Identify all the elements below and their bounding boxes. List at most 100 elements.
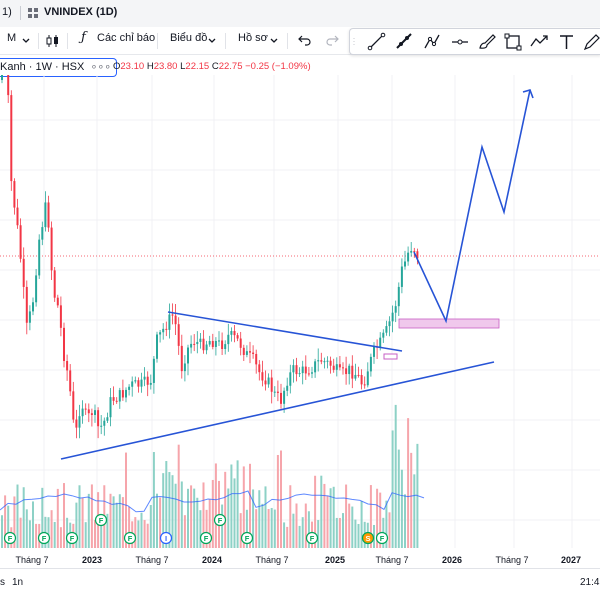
candle-body xyxy=(190,343,193,348)
symbol-title[interactable]: Kanh · 1W · HSX ∘∘∘ xyxy=(0,58,118,77)
candle-body xyxy=(50,227,53,271)
volume-bar xyxy=(410,452,413,548)
bottom-bar: s 1n 21:4 xyxy=(0,568,600,601)
volume-bar xyxy=(59,527,62,548)
volume-bar xyxy=(140,512,143,548)
volume-bar xyxy=(283,522,286,548)
candle-body xyxy=(149,382,152,385)
candle-body xyxy=(338,364,341,368)
candle-body xyxy=(311,372,313,374)
brush-icon xyxy=(479,34,496,49)
candle-body xyxy=(19,225,22,259)
candle-body xyxy=(112,397,115,401)
candle-body xyxy=(208,341,211,345)
event-badge-circle xyxy=(65,531,79,545)
candle-body xyxy=(329,360,332,366)
toolbar-divider xyxy=(225,33,226,49)
x-axis-tick-label: 2025 xyxy=(325,555,345,565)
drawing-toolbar xyxy=(349,28,600,55)
candle-body xyxy=(56,297,59,306)
event-badge: F xyxy=(213,513,227,527)
low-label: L xyxy=(180,61,186,72)
range-button-1n[interactable]: 1n xyxy=(12,577,24,588)
candle-body xyxy=(289,372,292,386)
candle-body xyxy=(100,425,103,427)
candle-body xyxy=(379,337,382,348)
volume-bar xyxy=(314,475,317,548)
event-badge: F xyxy=(375,531,389,545)
volume-bar xyxy=(90,484,93,548)
volume-bar xyxy=(273,509,276,548)
chevron-down-icon[interactable] xyxy=(208,38,216,44)
event-badge: F xyxy=(305,531,319,545)
volume-bar xyxy=(295,503,298,548)
event-badge: I xyxy=(159,531,173,545)
candle-body xyxy=(63,327,65,362)
candle-body xyxy=(394,306,397,313)
candle-body xyxy=(109,397,112,418)
chevron-down-icon[interactable] xyxy=(270,38,278,44)
event-badge-label: F xyxy=(42,534,47,543)
volume-bar xyxy=(146,523,149,548)
event-badge-label: F xyxy=(8,534,13,543)
interval-button[interactable]: M xyxy=(7,32,17,44)
event-badge-label: S xyxy=(365,534,370,543)
candle-body xyxy=(174,315,177,325)
candle-body xyxy=(252,352,255,354)
x-axis-tick-label: Tháng 7 xyxy=(15,555,48,565)
volume-bar xyxy=(121,497,124,548)
candle-body xyxy=(270,377,273,392)
volume-bar xyxy=(190,485,193,548)
event-badge: F xyxy=(37,531,51,545)
volume-ma-line xyxy=(0,490,425,513)
profile-button[interactable]: Hồ sơ xyxy=(238,32,268,44)
indicators-button[interactable]: Các chỉ báo xyxy=(97,32,156,44)
candle-body xyxy=(239,338,242,348)
volume-bar xyxy=(239,513,242,548)
candle-body xyxy=(261,372,264,381)
volume-bar xyxy=(143,520,146,548)
volume-bar xyxy=(165,461,168,548)
candle-body xyxy=(258,364,261,373)
candle-body xyxy=(152,358,155,383)
redo-icon[interactable] xyxy=(325,34,339,46)
volume-bar xyxy=(149,505,152,548)
volume-bar xyxy=(329,488,332,548)
volume-bar xyxy=(35,523,38,548)
tab-vnindex[interactable]: VNINDEX (1D) xyxy=(44,6,118,18)
chart-type-button[interactable]: Biểu đồ xyxy=(170,32,208,44)
fx-icon[interactable]: ƒ xyxy=(81,30,86,45)
ray-icon xyxy=(396,33,412,49)
candle-body xyxy=(10,95,13,182)
candle-body xyxy=(75,419,78,428)
candle-body xyxy=(168,314,171,330)
candle-body xyxy=(335,364,338,370)
more-icon[interactable]: ∘∘∘ xyxy=(90,61,112,73)
candles-icon[interactable] xyxy=(45,34,61,48)
tab-previous[interactable]: 1) xyxy=(2,6,12,18)
top-tab-bar: 1) VNINDEX (1D) xyxy=(0,0,600,28)
range-button-left[interactable]: s xyxy=(0,577,5,588)
event-badge: F xyxy=(240,531,254,545)
event-badge: F xyxy=(94,513,108,527)
volume-bar xyxy=(317,520,320,548)
volume-bar xyxy=(224,471,227,548)
toolbar-divider xyxy=(157,33,158,49)
candle-body xyxy=(214,340,217,347)
candle-body xyxy=(233,331,236,336)
candle-body xyxy=(369,356,372,372)
candle-body xyxy=(264,380,267,385)
volume-bars xyxy=(1,404,419,548)
undo-icon[interactable] xyxy=(298,34,312,46)
candle-body xyxy=(224,344,227,350)
chevron-down-icon[interactable] xyxy=(22,38,30,44)
volume-bar xyxy=(326,496,329,548)
candle-body xyxy=(416,251,419,259)
volume-bar xyxy=(373,524,375,548)
volume-bar xyxy=(63,483,65,548)
volume-bar xyxy=(168,472,171,548)
candle-body xyxy=(351,365,354,379)
candle-body xyxy=(131,381,134,387)
volume-bar xyxy=(28,520,31,548)
